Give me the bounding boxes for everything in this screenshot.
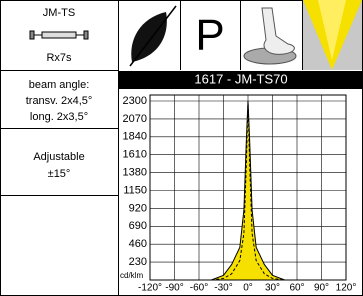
chart-title: 1617 - JM-TS70 (194, 71, 287, 86)
icon-letter: P (195, 11, 224, 60)
y-tick-label: 230 (129, 256, 147, 268)
adjust-value: ±15° (48, 168, 71, 180)
lamp-base: Rx7s (46, 52, 72, 64)
x-tick-label: -60° (190, 283, 208, 294)
x-tick-label: 0° (243, 283, 253, 294)
x-tick-label: -30° (214, 283, 232, 294)
beam-long: long. 2x3,5° (30, 111, 88, 123)
y-tick-label: 2300 (123, 95, 147, 107)
x-tick-label: -120° (138, 283, 162, 294)
y-tick-label: 460 (129, 238, 147, 250)
page: JM-TS Rx7s beam angle: transv. 2x4,5° lo… (0, 0, 363, 296)
x-tick-label: 120° (336, 283, 357, 294)
x-tick-label: 90° (314, 283, 329, 294)
y-tick-label: 920 (129, 202, 147, 214)
y-tick-label: 1380 (123, 167, 147, 179)
lamp-name: JM-TS (43, 7, 75, 19)
adjust-title: Adjustable (33, 151, 84, 163)
beam-transv: transv. 2x4,5° (26, 95, 93, 107)
datasheet: JM-TS Rx7s beam angle: transv. 2x4,5° lo… (0, 0, 363, 296)
y-tick-label: 2070 (123, 113, 147, 125)
lamp-icon (30, 31, 88, 39)
y-tick-label: 1150 (123, 184, 147, 196)
foot-icon (244, 8, 296, 64)
x-tick-label: -90° (165, 283, 183, 294)
y-tick-label: 1610 (123, 149, 147, 161)
x-tick-label: 60° (289, 283, 304, 294)
y-unit: cd/klm (120, 271, 143, 280)
beam-title: beam angle: (29, 79, 90, 91)
y-tick-label: 1840 (123, 131, 147, 143)
y-tick-label: 690 (129, 220, 147, 232)
x-tick-label: 30° (265, 283, 280, 294)
leaf-icon (131, 12, 167, 62)
